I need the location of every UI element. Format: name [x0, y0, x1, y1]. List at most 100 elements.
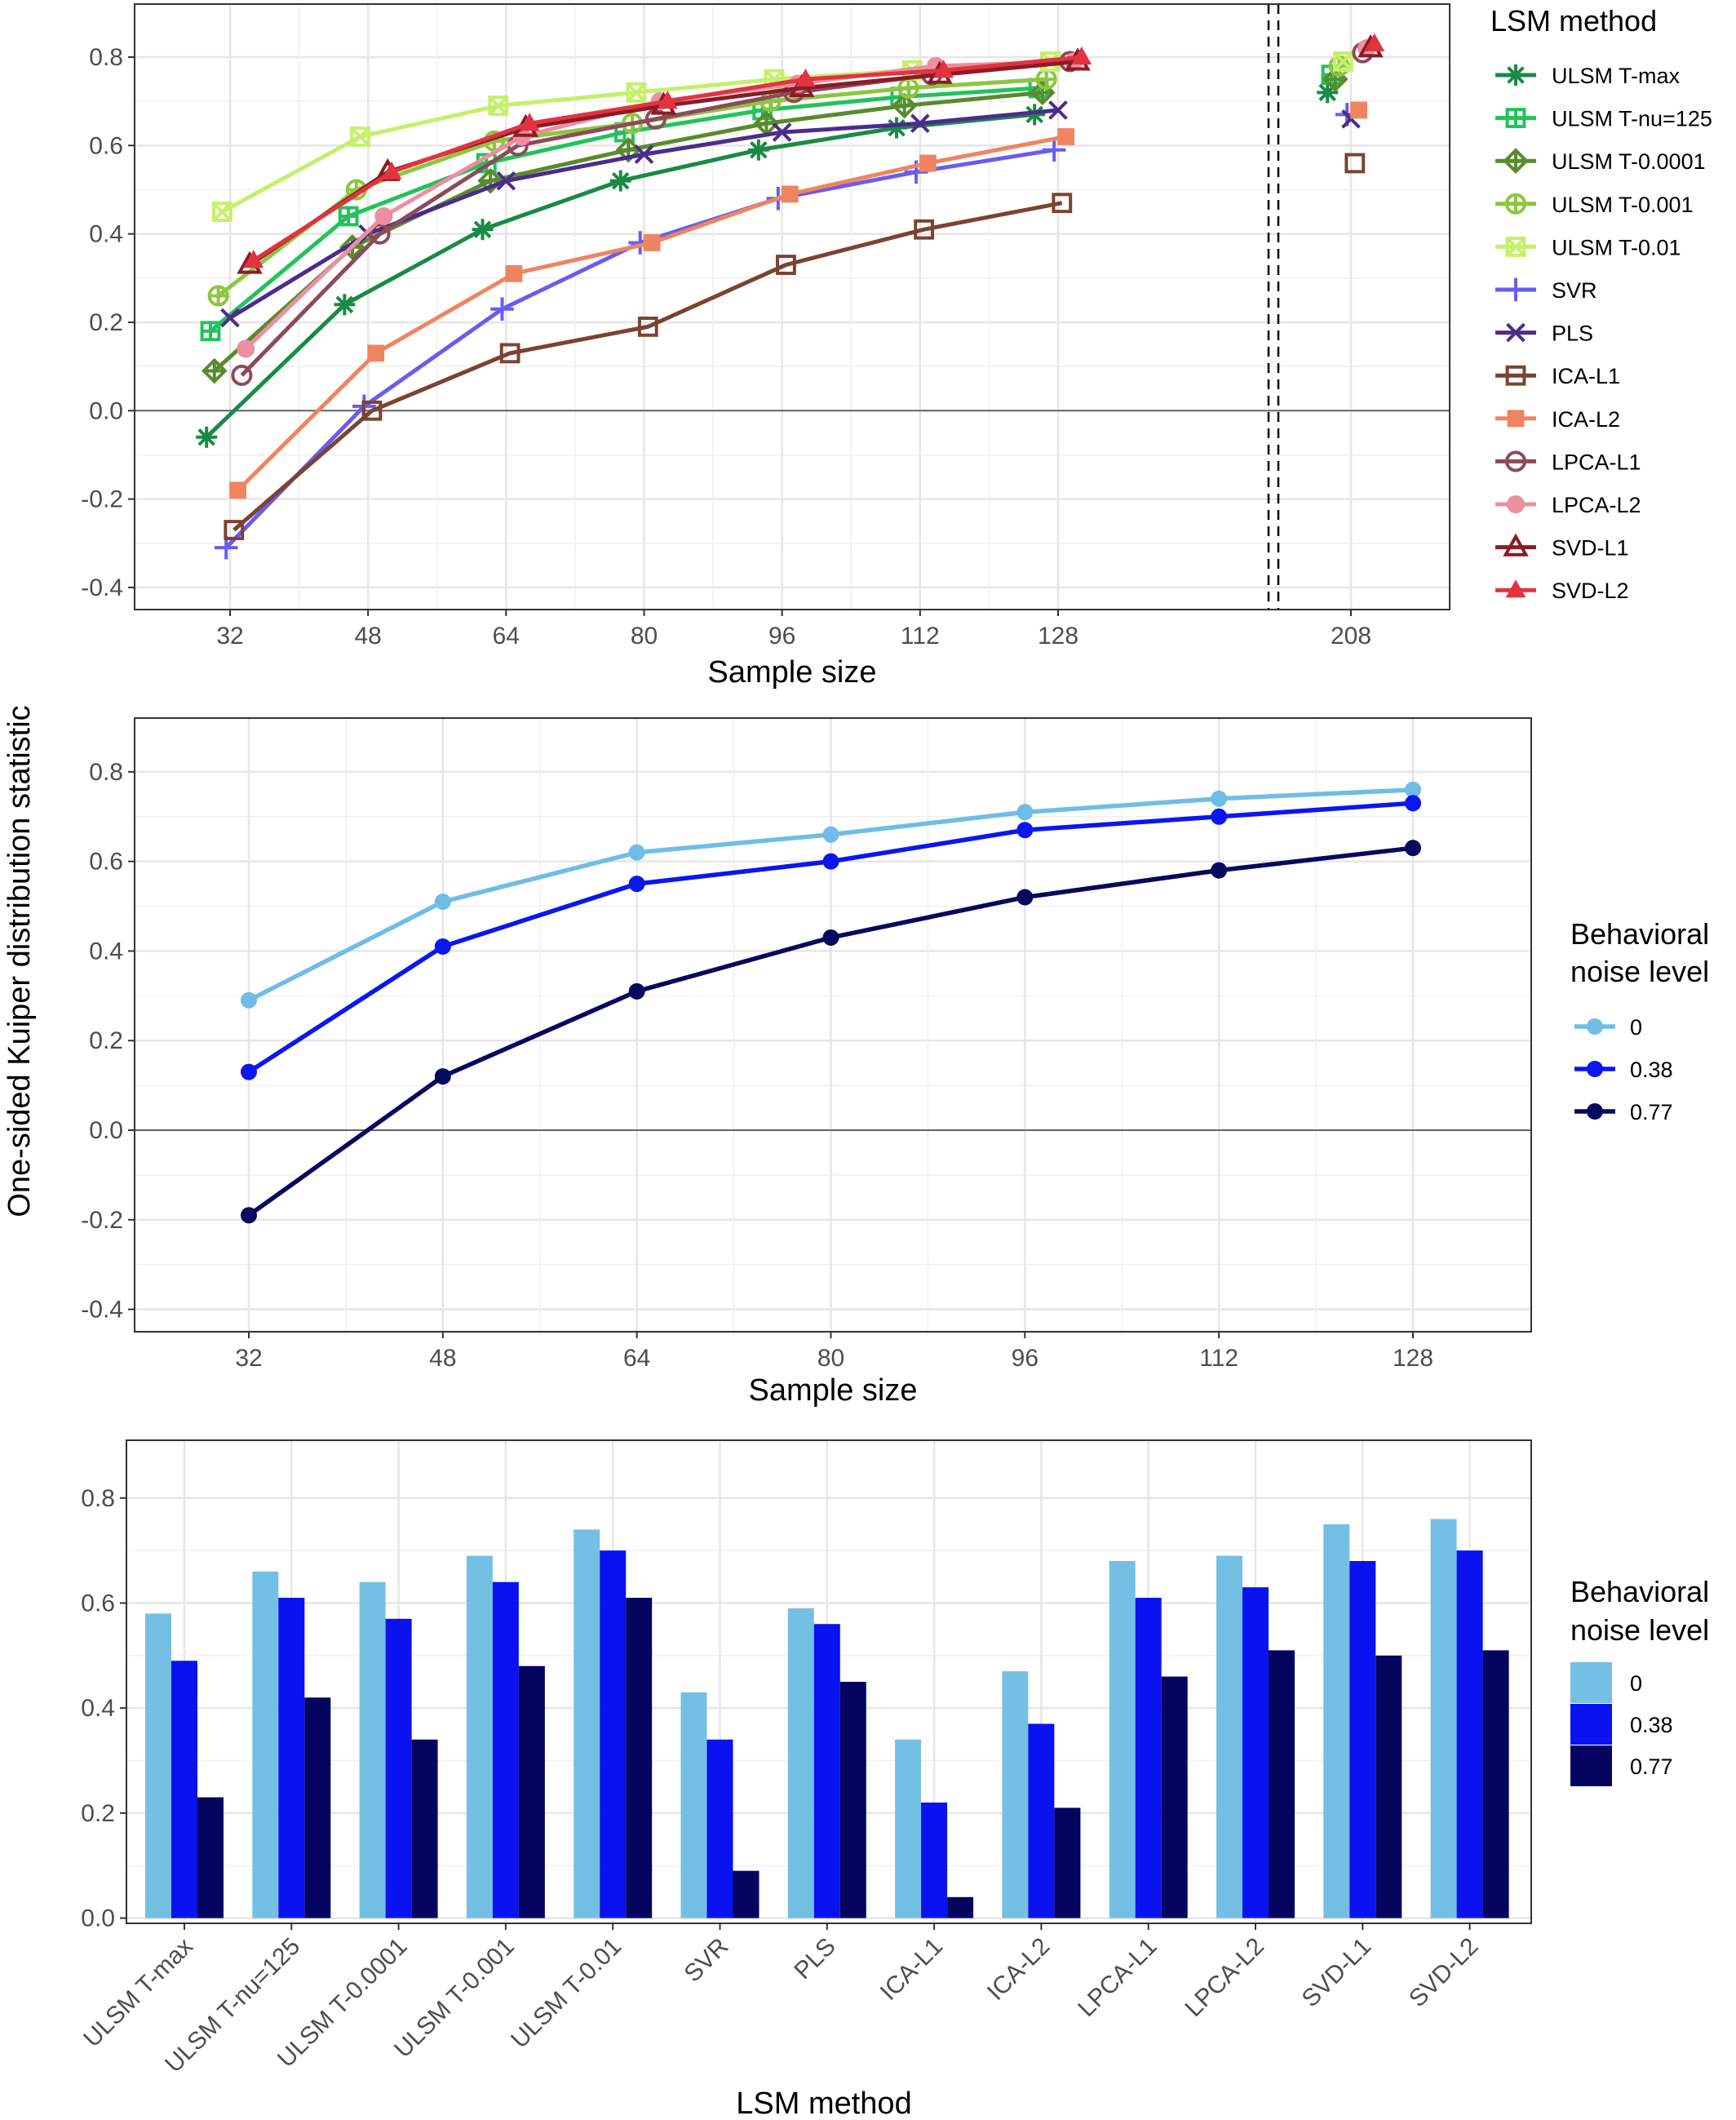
p1-point-12-0-tri	[243, 250, 264, 268]
p2-legend-title-line1: Behavioral	[1570, 917, 1709, 951]
p1-legend-key-marker-1	[1505, 108, 1526, 128]
p1-legend-key-marker-6-stroke	[1506, 322, 1526, 343]
p1-x-tick-label: 32	[216, 623, 243, 650]
p3-x-tick-label: ULSM T-0.01	[506, 1933, 627, 2054]
p2-legend-key-dot-2	[1587, 1103, 1603, 1120]
p3-bar-1-3	[492, 1581, 519, 1918]
p3-x-tick-label: ICA-L1	[875, 1933, 948, 2006]
p1-point-7-5	[914, 219, 935, 240]
p3-bar-1-11	[1349, 1561, 1376, 1918]
p1-point-6-4	[772, 122, 792, 142]
p3-bar-2-7	[947, 1896, 974, 1918]
p1-point-7-1-box	[361, 400, 383, 421]
p1-point-6-2-stroke	[496, 171, 516, 191]
p3-legend-title-line2: noise level	[1570, 1613, 1709, 1647]
p1-point-12-5	[933, 60, 954, 78]
p1-point-8-4	[781, 185, 799, 203]
p3-x-axis-title: LSM method	[736, 2087, 911, 2120]
p1-point-7-6-box	[1052, 193, 1073, 214]
p3-y-tick-label: 0.8	[81, 1485, 115, 1512]
p2-point-1-5	[1211, 808, 1228, 825]
p2-point-1-1	[434, 938, 451, 955]
p1-point-12-3	[657, 91, 678, 109]
p2-legend-label-1: 0.38	[1630, 1058, 1673, 1082]
p3-x-tick-label: SVD-L2	[1404, 1933, 1484, 2013]
p1-point-6-6	[1048, 100, 1068, 120]
p2-x-tick-label: 32	[235, 1345, 262, 1372]
p1-x-tick-label: 208	[1331, 623, 1371, 650]
p3-legend-label-2: 0.77	[1630, 1754, 1673, 1779]
p3-bar-0-1	[252, 1571, 279, 1918]
p1-point-7-7	[1344, 153, 1366, 174]
p3-x-tick-label: LPCA-L1	[1073, 1933, 1162, 2022]
p3-bar-0-4	[574, 1529, 600, 1918]
p3-legend-key-0	[1570, 1662, 1612, 1703]
p1-point-7-6	[1052, 193, 1073, 214]
p1-point-8-4-box	[781, 185, 799, 203]
p2-point-2-4	[1016, 889, 1034, 906]
p1-y-tick-label: 0.8	[89, 44, 123, 71]
p1-point-4-7	[1333, 51, 1353, 72]
p3-bar-0-10	[1216, 1555, 1242, 1918]
p3-bar-0-3	[466, 1555, 493, 1918]
p1-point-6-0-stroke	[220, 308, 240, 328]
p3-legend-title-line1: Behavioral	[1570, 1575, 1709, 1608]
p1-point-6-2	[496, 171, 516, 191]
p1-point-8-2	[505, 264, 523, 282]
p1-legend-key-marker-3	[1504, 193, 1527, 215]
p3-legend-key-2	[1570, 1745, 1612, 1786]
p1-y-tick-label: 0.2	[89, 309, 123, 336]
p3-y-tick-label: 0.6	[81, 1590, 115, 1617]
p1-point-7-7-box	[1344, 153, 1366, 174]
p2-x-tick-label: 112	[1199, 1345, 1238, 1372]
p3-bar-0-11	[1323, 1523, 1350, 1918]
p1-legend-key-marker-4-stroke	[1506, 237, 1526, 257]
p1-point-3-0	[207, 285, 229, 307]
p3-bar-1-4	[600, 1550, 627, 1918]
p3-bar-1-0	[171, 1661, 197, 1918]
p1-point-7-3	[637, 316, 658, 337]
p1-legend-key-marker-7	[1505, 365, 1526, 386]
p1-legend-key-marker-12-tri	[1505, 579, 1526, 598]
p3-panel-border	[126, 1439, 1532, 1924]
p1-point-0-3-stroke	[611, 171, 630, 190]
p3-bar-2-8	[1054, 1807, 1081, 1918]
p3-bar-1-12	[1456, 1550, 1483, 1918]
p1-point-6-6-stroke	[1048, 100, 1068, 120]
p1-legend-key-marker-6	[1506, 322, 1526, 343]
p1-point-12-2	[519, 113, 540, 131]
p2-x-tick-label: 128	[1393, 1345, 1433, 1372]
p3-legend-label-1: 0.38	[1630, 1713, 1673, 1737]
p1-point-8-1	[367, 344, 385, 362]
p1-y-tick-label: -0.2	[81, 486, 123, 513]
p2-point-0-3	[822, 826, 839, 843]
p1-point-0-2	[472, 219, 494, 241]
p3-bar-2-4	[626, 1598, 653, 1918]
p1-point-3-5	[897, 77, 919, 99]
p1-legend-key-marker-11-tri	[1503, 533, 1529, 557]
p1-legend-label-5: SVR	[1552, 278, 1597, 303]
p3-bar-2-12	[1482, 1650, 1509, 1918]
p1-legend-key-marker-8-box	[1507, 410, 1525, 428]
p1-point-2-5	[891, 92, 918, 119]
p1-point-1-0	[200, 321, 221, 342]
p3-y-tick-label: 0.4	[81, 1695, 115, 1722]
p3-x-tick-label: PLS	[789, 1933, 840, 1985]
p1-legend-key-marker-0	[1505, 64, 1526, 86]
p1-point-12-1	[381, 161, 402, 180]
p1-point-6-5	[910, 113, 930, 134]
p2-y-tick-label: -0.4	[81, 1297, 123, 1324]
p1-point-3-6	[1035, 69, 1057, 91]
p2-x-tick-label: 48	[429, 1345, 456, 1372]
p1-point-12-7-tri	[1364, 33, 1385, 51]
p2-legend-key-dot-1	[1587, 1061, 1603, 1077]
p1-point-7-0	[224, 520, 245, 540]
p1-point-7-1	[361, 400, 383, 421]
p1-legend-key-marker-2	[1503, 148, 1529, 175]
p3-bar-2-10	[1269, 1650, 1295, 1918]
p2-point-0-4	[1016, 804, 1034, 821]
p1-point-0-2-stroke	[473, 220, 492, 238]
p1-point-12-2-tri	[519, 113, 540, 131]
p2-y-tick-label: 0.6	[89, 849, 123, 876]
